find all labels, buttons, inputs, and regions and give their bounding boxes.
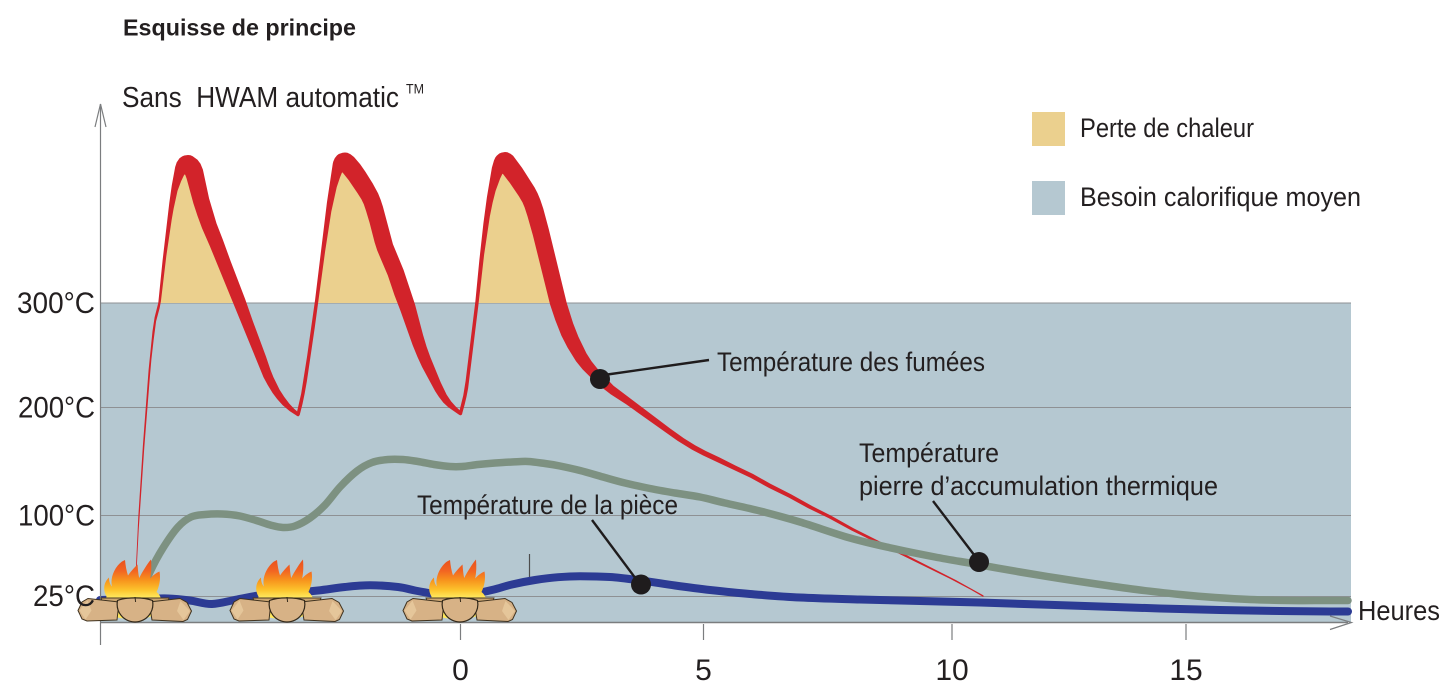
svg-text:10: 10: [935, 654, 968, 687]
svg-text:15: 15: [1169, 654, 1202, 687]
svg-text:200°C: 200°C: [18, 392, 95, 425]
svg-text:TM: TM: [406, 82, 424, 97]
svg-text:Esquisse de principe: Esquisse de principe: [123, 15, 356, 41]
svg-text:300°C: 300°C: [17, 287, 95, 320]
svg-text:Heures: Heures: [1358, 595, 1440, 626]
svg-text:Température des fumées: Température des fumées: [717, 347, 985, 377]
svg-text:Température: Température: [859, 438, 999, 468]
svg-text:pierre d’accumulation thermiqu: pierre d’accumulation thermique: [859, 471, 1218, 501]
svg-text:0: 0: [452, 654, 469, 687]
svg-text:100°C: 100°C: [18, 500, 95, 533]
svg-text:Température de la pièce: Température de la pièce: [417, 490, 678, 520]
svg-text:Besoin calorifique moyen: Besoin calorifique moyen: [1080, 182, 1361, 212]
svg-text:Sans HWAM automatic: Sans HWAM automatic: [122, 82, 399, 114]
svg-text:25°C: 25°C: [33, 580, 95, 613]
svg-text:Perte de chaleur: Perte de chaleur: [1080, 113, 1254, 143]
svg-text:5: 5: [695, 654, 712, 687]
